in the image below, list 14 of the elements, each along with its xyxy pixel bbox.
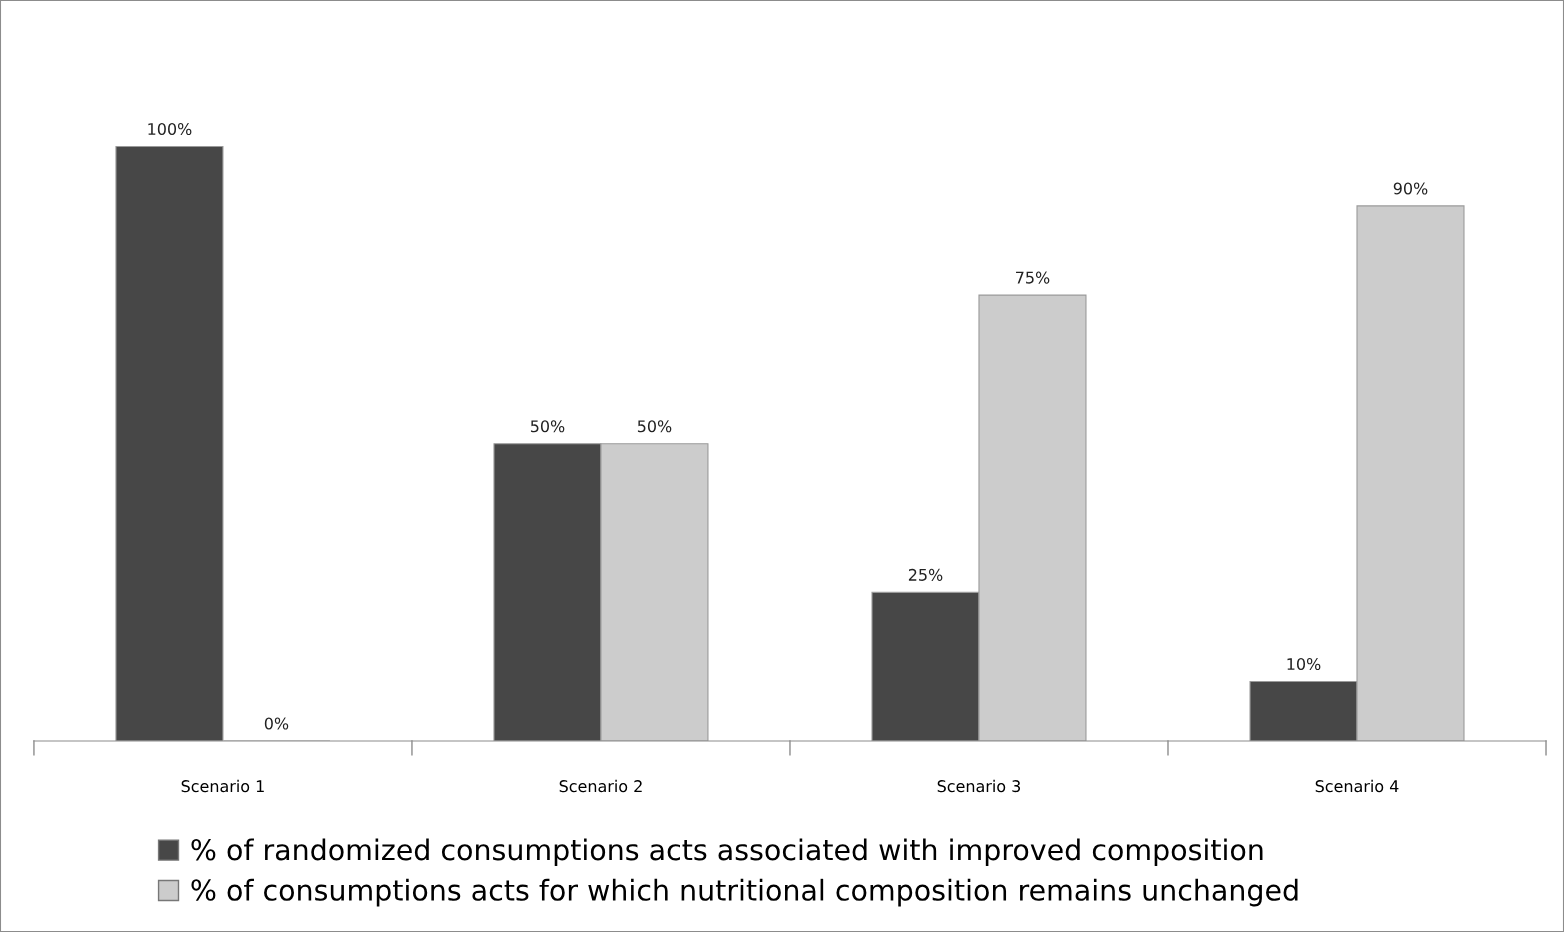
data-label: 50% (530, 420, 565, 433)
x-tick-label: Scenario 1 (181, 779, 264, 793)
legend-label: % of randomized consumptions acts associated with improved composition (191, 838, 1263, 867)
data-label: 75% (1016, 271, 1050, 284)
x-tick-label: Scenario 4 (1315, 779, 1399, 793)
data-label: 25% (908, 568, 943, 581)
legend-label: % of consumptions acts for which nutritional composition remains unchanged (191, 878, 1298, 907)
data-label: 10% (1287, 657, 1321, 671)
data-label: 0% (264, 717, 289, 730)
data-label: 90% (1393, 182, 1428, 195)
x-tick-label: Scenario 2 (559, 779, 642, 793)
data-label: 50% (637, 420, 672, 433)
x-tick-label: Scenario 3 (937, 779, 1021, 793)
data-label: 100% (148, 122, 192, 136)
